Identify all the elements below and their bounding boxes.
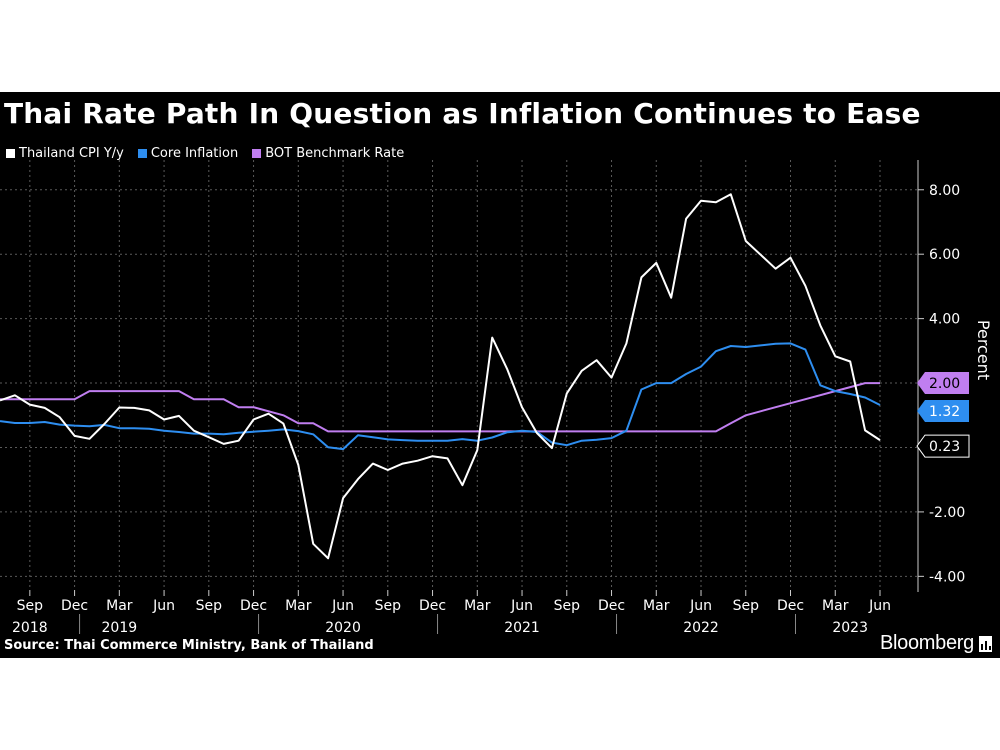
legend-label-core: Core Inflation — [150, 145, 239, 161]
legend-swatch-bot — [252, 148, 262, 158]
x-tick-label: Dec — [240, 598, 267, 614]
x-tick-label: Sep — [733, 598, 760, 614]
x-tick-label: Dec — [598, 598, 625, 614]
end-label-layer: 0.23 1.32 2.00 — [916, 372, 970, 458]
legend-swatch-core — [137, 148, 147, 158]
axis-layer: 8.006.004.002.000.00-2.00-4.00PercentSep… — [12, 160, 993, 636]
y-tick-label: 8.00 — [929, 183, 960, 199]
series-line-core — [0, 342, 881, 451]
line-chart: 8.006.004.002.000.00-2.00-4.00PercentSep… — [0, 160, 993, 636]
year-label: 2022 — [683, 620, 719, 636]
year-label: 2023 — [832, 620, 868, 636]
x-tick-label: Jun — [689, 598, 712, 614]
year-label: 2018 — [12, 620, 48, 636]
x-tick-label: Mar — [643, 598, 670, 614]
y-tick-label: 4.00 — [929, 312, 960, 328]
y-tick-label: -2.00 — [929, 505, 965, 521]
x-tick-label: Sep — [375, 598, 402, 614]
legend-swatch-cpi — [6, 148, 15, 158]
end-label-box-core — [917, 399, 969, 422]
year-label: 2021 — [504, 620, 540, 636]
year-label: 2019 — [102, 620, 138, 636]
x-tick-label: Sep — [196, 598, 223, 614]
x-tick-label: Dec — [419, 598, 446, 614]
end-label-cpi: 0.23 — [929, 439, 960, 455]
x-tick-label: Sep — [17, 598, 44, 614]
x-tick-label: Jun — [331, 598, 354, 614]
series-line-cpi — [0, 193, 881, 560]
legend-label-bot: BOT Benchmark Rate — [265, 145, 405, 161]
legend-item-bot: BOT Benchmark Rate — [252, 144, 404, 162]
x-tick-label: Mar — [464, 598, 491, 614]
chart-title: Thai Rate Path In Question as Inflation … — [4, 97, 921, 130]
x-tick-label: Jun — [868, 598, 891, 614]
brand-name: Bloomberg — [879, 632, 974, 654]
x-tick-label: Mar — [106, 598, 133, 614]
x-tick-label: Mar — [285, 598, 312, 614]
bloomberg-logo: Bloomberg — [880, 632, 992, 655]
legend-label-cpi: Thailand CPI Y/y — [19, 145, 124, 161]
x-tick-label: Sep — [554, 598, 581, 614]
chart-legend: Thailand CPI Y/y Core Inflation BOT Benc… — [6, 144, 404, 162]
source-note: Source: Thai Commerce Ministry, Bank of … — [4, 638, 374, 653]
x-tick-label: Dec — [61, 598, 88, 614]
end-label-bot: 2.00 — [929, 376, 960, 392]
series-layer — [0, 193, 881, 560]
x-tick-label: Jun — [510, 598, 533, 614]
end-label-box-bot — [917, 372, 969, 395]
y-axis-title: Percent — [974, 320, 993, 380]
end-label-core: 1.32 — [929, 404, 960, 420]
x-tick-label: Jun — [152, 598, 175, 614]
year-label: 2020 — [325, 620, 361, 636]
x-tick-label: Mar — [822, 598, 849, 614]
series-line-bot — [0, 382, 880, 433]
bars-icon — [979, 635, 992, 652]
end-label-box-cpi — [916, 434, 970, 458]
y-tick-label: 6.00 — [929, 247, 960, 263]
y-tick-label: -4.00 — [929, 569, 965, 585]
legend-item-cpi: Thailand CPI Y/y — [6, 144, 124, 162]
chart-frame: Thai Rate Path In Question as Inflation … — [0, 92, 1000, 658]
grid-layer — [0, 160, 918, 590]
legend-item-core: Core Inflation — [137, 144, 239, 162]
x-tick-label: Dec — [777, 598, 804, 614]
